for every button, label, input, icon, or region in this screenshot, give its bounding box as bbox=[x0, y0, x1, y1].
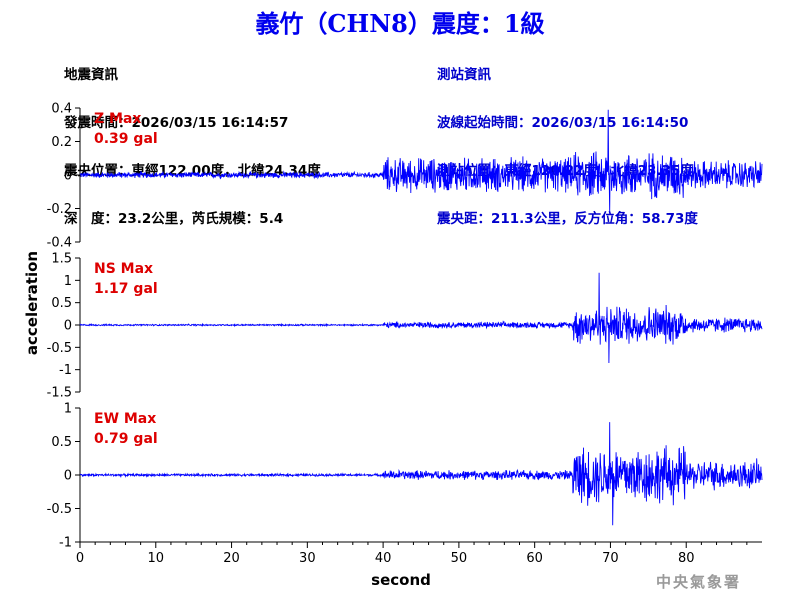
origin-time: 發震時間：2026/03/15 16:14:57 bbox=[64, 115, 289, 131]
x-tick-label: 10 bbox=[148, 551, 165, 566]
y-tick-label: 0.4 bbox=[51, 102, 72, 117]
y-tick-label: 1.5 bbox=[51, 252, 72, 267]
x-axis-label: second bbox=[371, 571, 431, 589]
x-tick-label: 40 bbox=[375, 551, 392, 566]
waveform-z bbox=[79, 109, 763, 212]
x-tick-label: 80 bbox=[678, 551, 695, 566]
y-tick-label: 0.2 bbox=[51, 135, 72, 150]
panel-z: -0.4 -0.2 0 0.2 0.4 Z Max 0.39 gal bbox=[47, 102, 763, 251]
max-value: 0.79 gal bbox=[94, 431, 158, 447]
earthquake-info: 地震資訊 發震時間：2026/03/15 16:14:57 震央位置：東經122… bbox=[64, 35, 321, 243]
chart-title: 義竹（CHN8）震度：1級 bbox=[255, 9, 545, 38]
max-label: EW Max bbox=[94, 411, 156, 427]
wave-start-time: 波線起始時間：2026/03/15 16:14:50 bbox=[437, 115, 689, 131]
y-tick-label: -1.5 bbox=[47, 386, 72, 401]
x-tick-label: 60 bbox=[526, 551, 543, 566]
y-tick-label: -1 bbox=[59, 536, 72, 551]
max-value: 1.17 gal bbox=[94, 281, 158, 297]
y-axis-label: acceleration bbox=[23, 251, 41, 355]
y-tick-label: 0.5 bbox=[51, 296, 72, 311]
y-tick-label: 1 bbox=[64, 274, 72, 289]
x-tick-label: 30 bbox=[299, 551, 316, 566]
x-tick-label: 50 bbox=[451, 551, 468, 566]
y-tick-label: 0 bbox=[64, 169, 72, 184]
waveform-ns bbox=[79, 272, 763, 364]
y-tick-label: 0 bbox=[64, 469, 72, 484]
y-tick-label: 0 bbox=[64, 319, 72, 334]
x-tick-label: 20 bbox=[223, 551, 240, 566]
earthquake-info-heading: 地震資訊 bbox=[64, 67, 118, 83]
depth-magnitude: 深 度：23.2公里，芮氏規模：5.4 bbox=[64, 211, 284, 227]
max-label: Z Max bbox=[94, 111, 141, 127]
station-info-heading: 測站資訊 bbox=[437, 67, 491, 83]
x-tick-label: 0 bbox=[76, 551, 84, 566]
y-tick-label: -0.5 bbox=[47, 341, 72, 356]
y-tick-label: -0.5 bbox=[47, 502, 72, 517]
y-tick-label: -1 bbox=[59, 363, 72, 378]
x-tick-label: 70 bbox=[602, 551, 619, 566]
waveform-ew bbox=[79, 422, 763, 526]
y-tick-label: -0.4 bbox=[47, 236, 72, 251]
panel-ew: -1 -0.5 0 0.5 1 EW Max 0.79 gal bbox=[47, 402, 763, 551]
agency-watermark: 中央氣象署 bbox=[656, 573, 742, 591]
max-value: 0.39 gal bbox=[94, 131, 158, 147]
y-tick-label: 1 bbox=[64, 402, 72, 417]
panel-ns: -1.5 -1 -0.5 0 0.5 1 1.5 NS Max 1.17 gal bbox=[47, 252, 763, 401]
y-tick-label: -0.2 bbox=[47, 202, 72, 217]
max-label: NS Max bbox=[94, 261, 153, 277]
epicentral-distance: 震央距：211.3公里，反方位角：58.73度 bbox=[437, 211, 698, 227]
y-tick-label: 0.5 bbox=[51, 435, 72, 450]
